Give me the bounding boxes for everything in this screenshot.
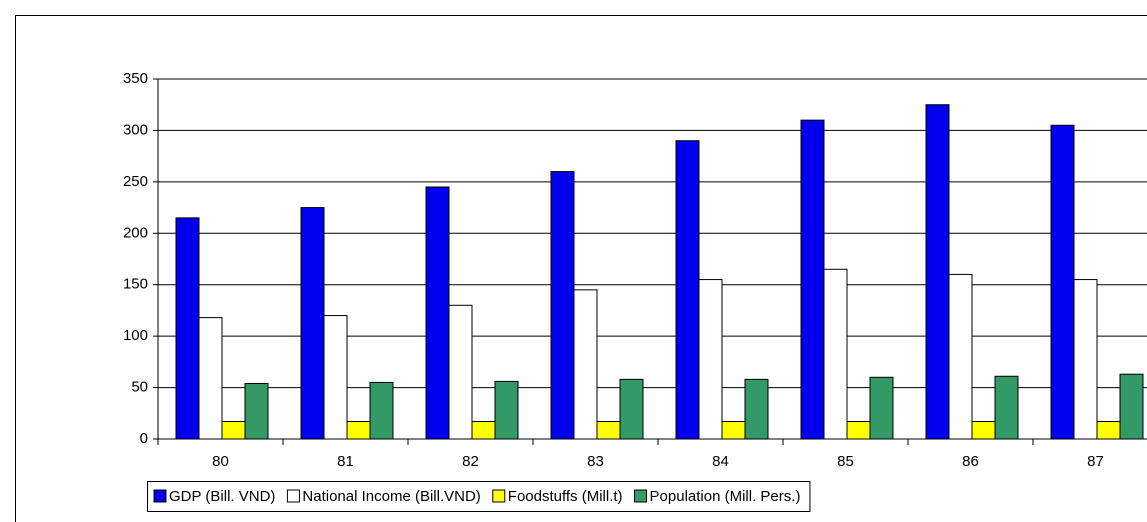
bar (744, 378, 769, 440)
bar (198, 317, 223, 440)
x-tick-label: 84 (712, 453, 729, 470)
bar (300, 207, 325, 440)
legend-box (147, 481, 811, 512)
bar (1119, 373, 1144, 440)
legend-label: GDP (Bill. VND) (169, 488, 275, 505)
bar (846, 421, 871, 440)
bar (175, 217, 200, 440)
legend-swatch (286, 489, 300, 503)
bar (675, 140, 700, 440)
legend-swatch (634, 489, 648, 503)
bar (471, 421, 496, 440)
y-tick-label: 100 (123, 327, 148, 344)
bar (221, 421, 246, 440)
bar (925, 104, 950, 440)
y-tick-label: 0 (140, 430, 148, 447)
bar (573, 289, 598, 440)
bar (550, 171, 575, 440)
bar (800, 119, 825, 440)
bar (698, 279, 723, 440)
x-tick-label: 85 (837, 453, 854, 470)
bar (619, 378, 644, 440)
bar (1050, 124, 1075, 440)
x-tick-label: 81 (337, 453, 354, 470)
y-tick-label: 150 (123, 276, 148, 293)
bar (948, 273, 973, 440)
bar (346, 421, 371, 440)
y-tick-label: 350 (123, 70, 148, 87)
bar (1073, 279, 1098, 440)
legend: GDP (Bill. VND) National Income (Bill.VND… (147, 481, 811, 512)
x-tick-label: 80 (212, 453, 229, 470)
bar (369, 381, 394, 440)
x-tick-label: 82 (462, 453, 479, 470)
legend-label: National Income (Bill.VND) (302, 488, 480, 505)
y-tick-label: 300 (123, 121, 148, 138)
y-tick-label: 200 (123, 224, 148, 241)
legend-swatch (492, 489, 506, 503)
bar (323, 315, 348, 440)
legend-label: Foodstuffs (Mill.t) (508, 488, 623, 505)
bar (823, 268, 848, 440)
bar (721, 421, 746, 440)
bar (425, 186, 450, 440)
bar (596, 421, 621, 440)
bar (244, 382, 269, 440)
bar (869, 376, 894, 440)
x-tick-label: 87 (1087, 453, 1104, 470)
y-tick-label: 250 (123, 173, 148, 190)
legend-swatch (153, 489, 167, 503)
bar (1096, 421, 1121, 440)
x-tick-label: 86 (962, 453, 979, 470)
bar (494, 380, 519, 440)
legend-label: Population (Mill. Pers.) (650, 488, 801, 505)
bar (994, 375, 1019, 440)
bar (448, 304, 473, 440)
bar (971, 421, 996, 440)
y-tick-label: 50 (131, 379, 148, 396)
x-tick-label: 83 (587, 453, 604, 470)
